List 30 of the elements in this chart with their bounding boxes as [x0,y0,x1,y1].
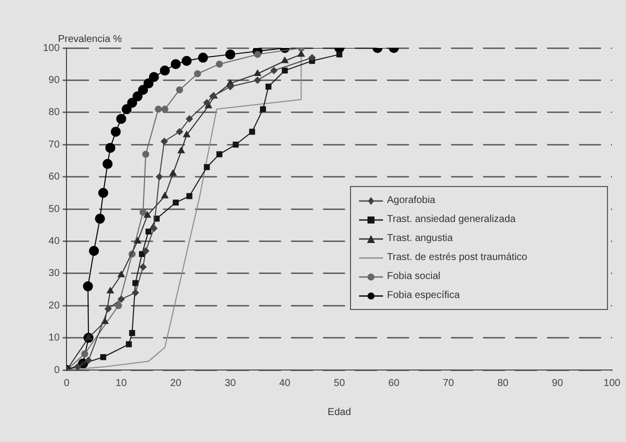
y-tick-label: 70 [48,139,60,150]
legend-label: Trast. ansiedad generalizada [387,214,516,226]
y-tick-label: 100 [42,42,60,54]
y-axis-title: Prevalencia % [58,34,122,45]
y-tick-label: 10 [48,332,60,344]
x-tick-label: 20 [170,378,182,389]
y-tick-label: 30 [48,268,60,280]
legend-label: Trast. de estrés post traumático [387,252,528,264]
x-tick-label: 0 [64,378,70,389]
y-tick-label: 50 [48,204,60,215]
x-tick-label: 70 [442,378,454,389]
y-tick-label: 90 [48,74,60,86]
y-tick-label: 60 [48,172,60,183]
y-tick-label: 20 [48,300,60,312]
x-tick-label: 90 [552,378,564,389]
legend-label: Trast. angustia [387,233,453,244]
legend-label: Fobia social [387,271,440,282]
x-tick-label: 50 [334,378,346,389]
legend-label: Agorafobia [387,195,436,206]
x-axis-title: Edad [328,406,352,418]
y-tick-label: 40 [48,236,60,247]
x-tick-label: 10 [116,378,128,389]
legend-label: Fobia específica [387,290,460,302]
y-tick-label: 80 [48,107,60,118]
x-tick-label: 80 [497,378,509,389]
y-tick-label: 0 [54,364,60,376]
x-tick-label: 100 [604,378,621,389]
x-tick-label: 30 [224,378,236,389]
x-tick-label: 60 [388,378,400,389]
x-tick-label: 40 [279,378,291,389]
